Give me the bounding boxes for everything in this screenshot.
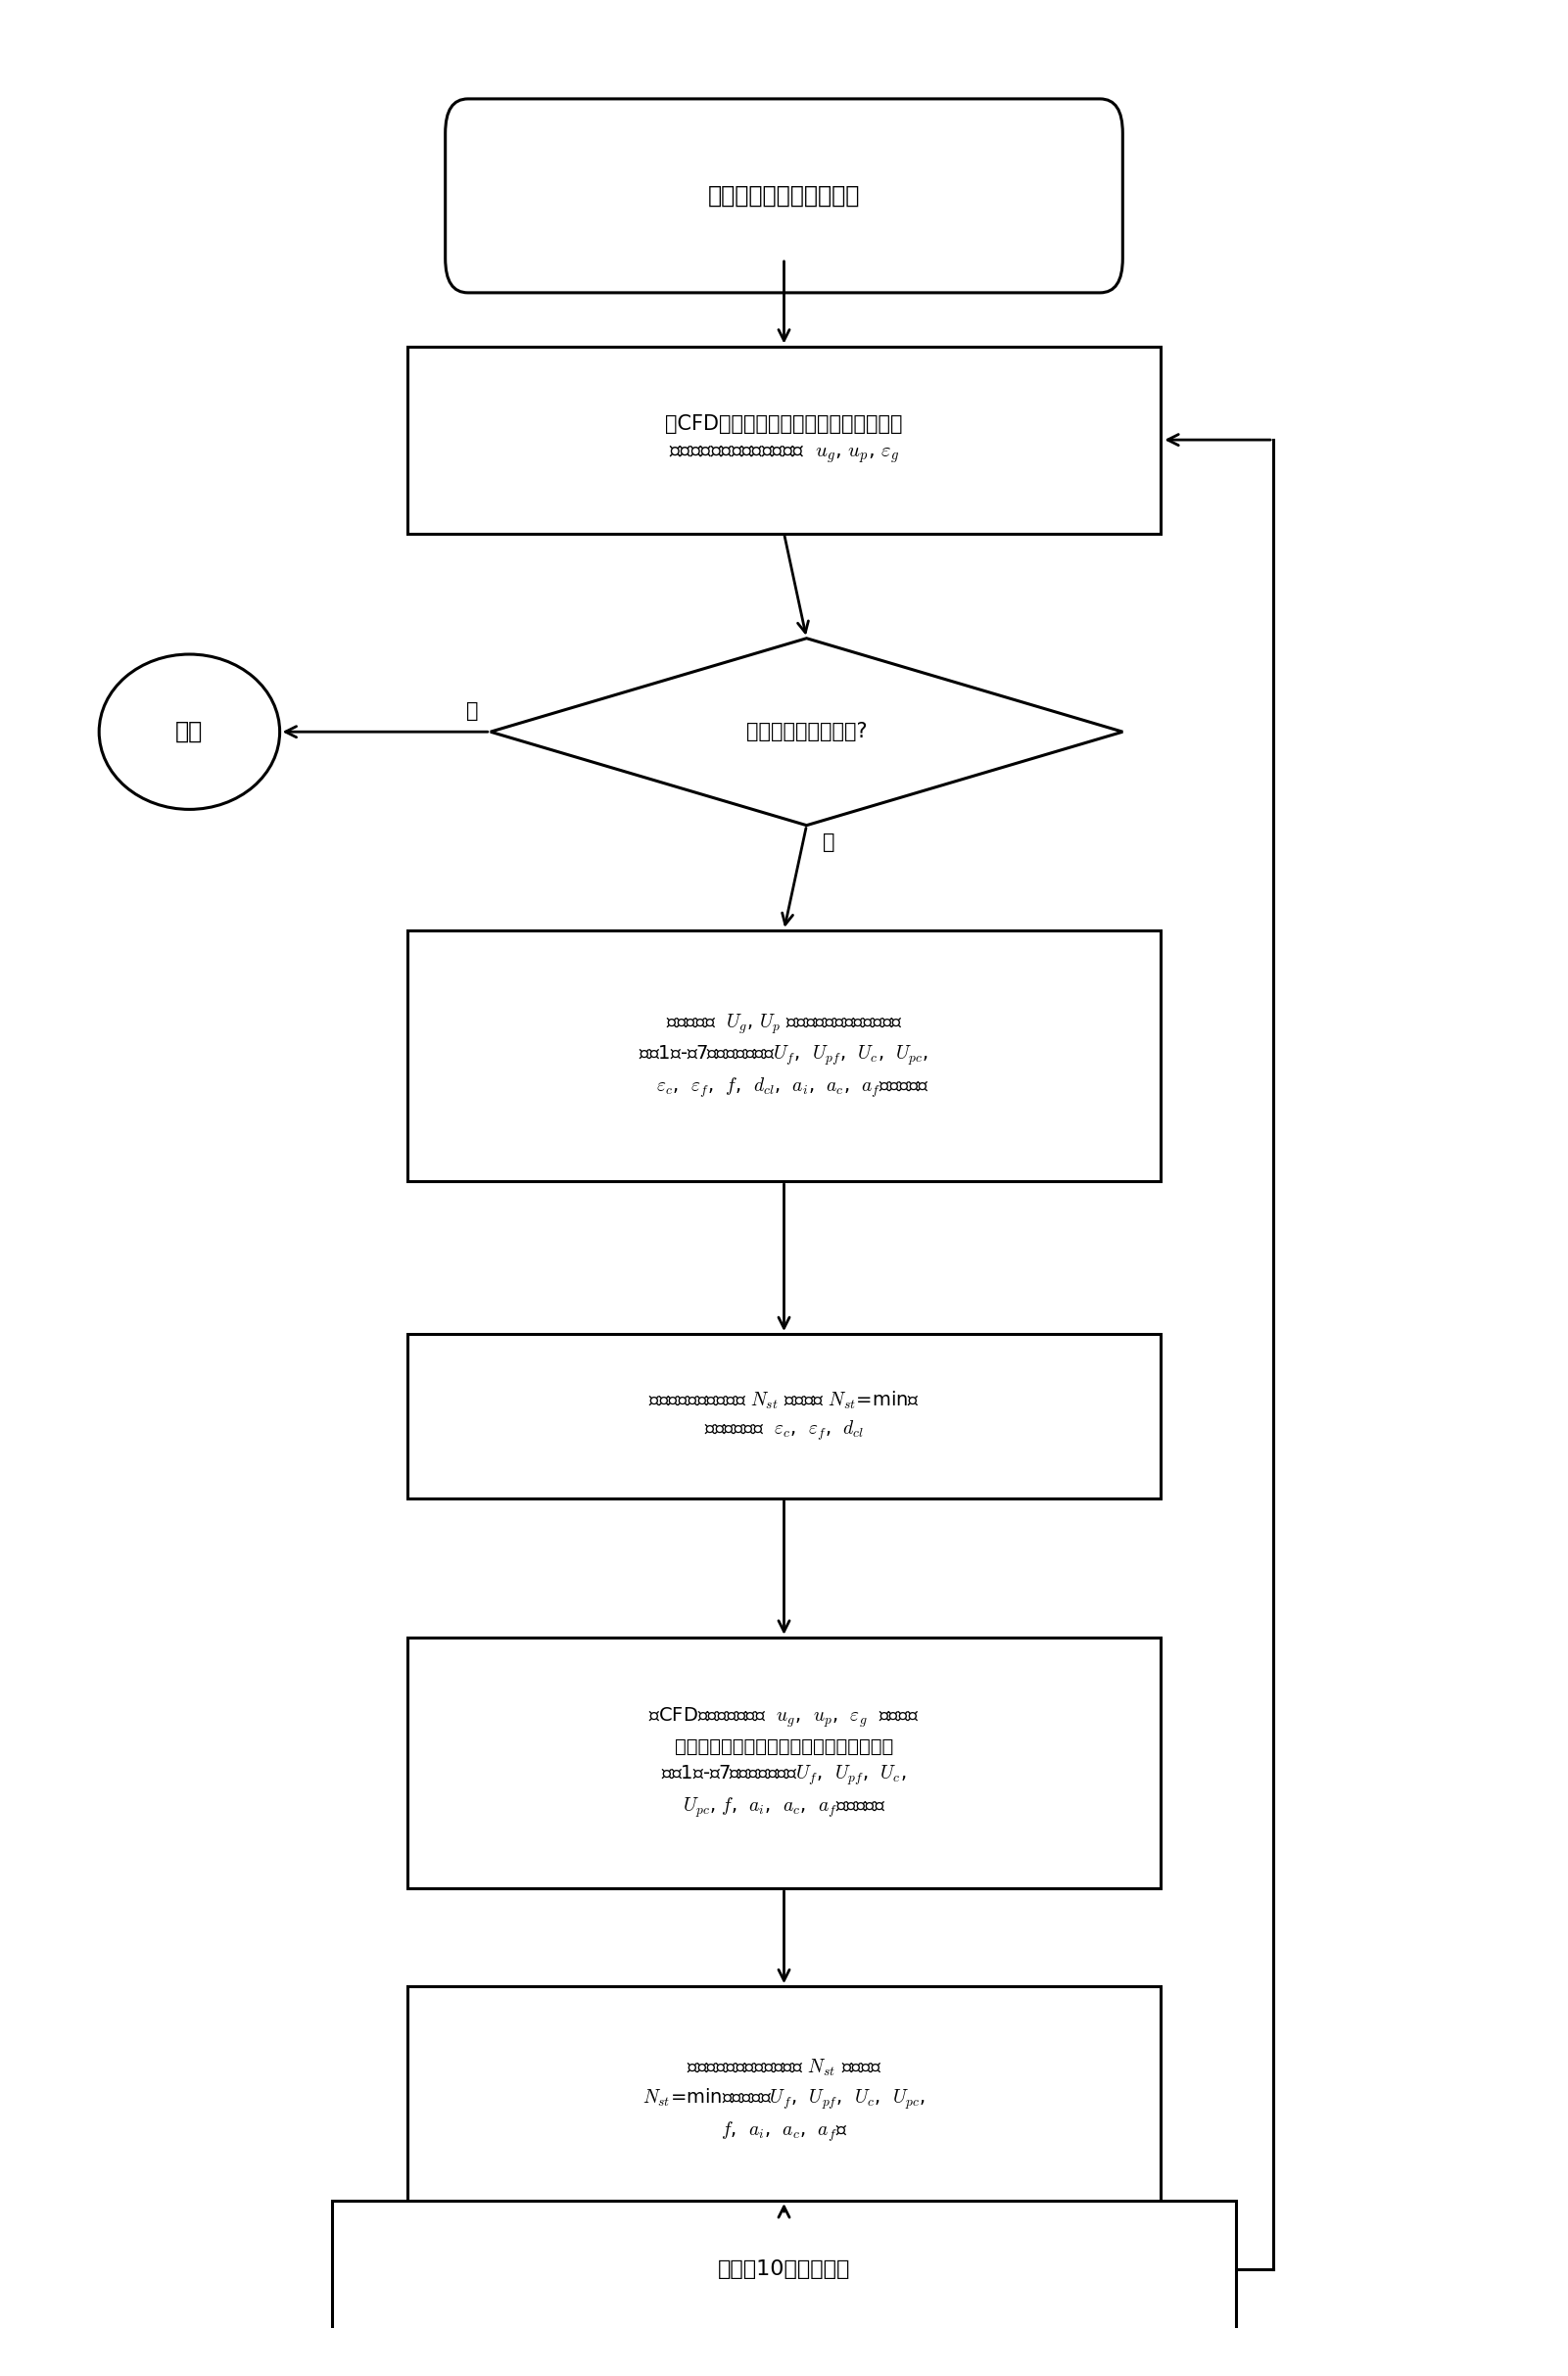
Bar (408, 931, 1160, 1181)
Text: 全流场满足收敛标准?: 全流场满足收敛标准? (746, 722, 867, 741)
Text: 初始化流场及边界条件等: 初始化流场及边界条件等 (707, 183, 861, 207)
Text: 由操作条件  $U_g$, $U_p$ 求解满足全局非线性方程组
式（1）-（7）的所有变量（$U_f$,  $U_{pf}$,  $U_c$,  $U_{pc: 由操作条件 $U_g$, $U_p$ 求解满足全局非线性方程组 式（1）-（7）… (638, 1012, 930, 1100)
Text: 由CFD代码计算每个空间微元的质量、动
量守恒得到初步的速度和浓度  $u_g$, $u_p$, $\varepsilon_g$: 由CFD代码计算每个空间微元的质量、动 量守恒得到初步的速度和浓度 $u_g$,… (665, 413, 903, 466)
Text: 是: 是 (466, 701, 478, 720)
Text: 由式（10）计算曳力: 由式（10）计算曳力 (718, 2260, 850, 2279)
Text: 在所有的根中寻找满足微观 $N_{st}$ 最小，即
$N_{st}$=min的最优根（$U_f$,  $U_{pf}$,  $U_c$,  $U_{pc}$,: 在所有的根中寻找满足微观 $N_{st}$ 最小，即 $N_{st}$=min的… (643, 2058, 925, 2143)
Bar (332, 2200, 1236, 2338)
Text: 输出: 输出 (176, 720, 204, 744)
Text: 由CFD计算的初步结果  $u_g$,  $u_p$,  $\varepsilon_g$  在每个空
间微元内求解满足微元内非线性守恒方程组
式（1）-（7）的: 由CFD计算的初步结果 $u_g$, $u_p$, $\varepsilon_g… (649, 1706, 919, 1820)
Text: 否: 否 (823, 832, 836, 851)
Bar (408, 1333, 1160, 1499)
Text: 在所有的根中寻找满足 $N_{st}$ 最小，即 $N_{st}$=min的
最优根，保存  $\varepsilon_c$,  $\varepsilon_f$: 在所有的根中寻找满足 $N_{st}$ 最小，即 $N_{st}$=min的 最… (648, 1390, 920, 1442)
Polygon shape (491, 639, 1123, 824)
FancyBboxPatch shape (445, 100, 1123, 292)
Bar (408, 1986, 1160, 2214)
Bar (408, 347, 1160, 532)
Ellipse shape (99, 653, 279, 810)
Bar (408, 1637, 1160, 1889)
